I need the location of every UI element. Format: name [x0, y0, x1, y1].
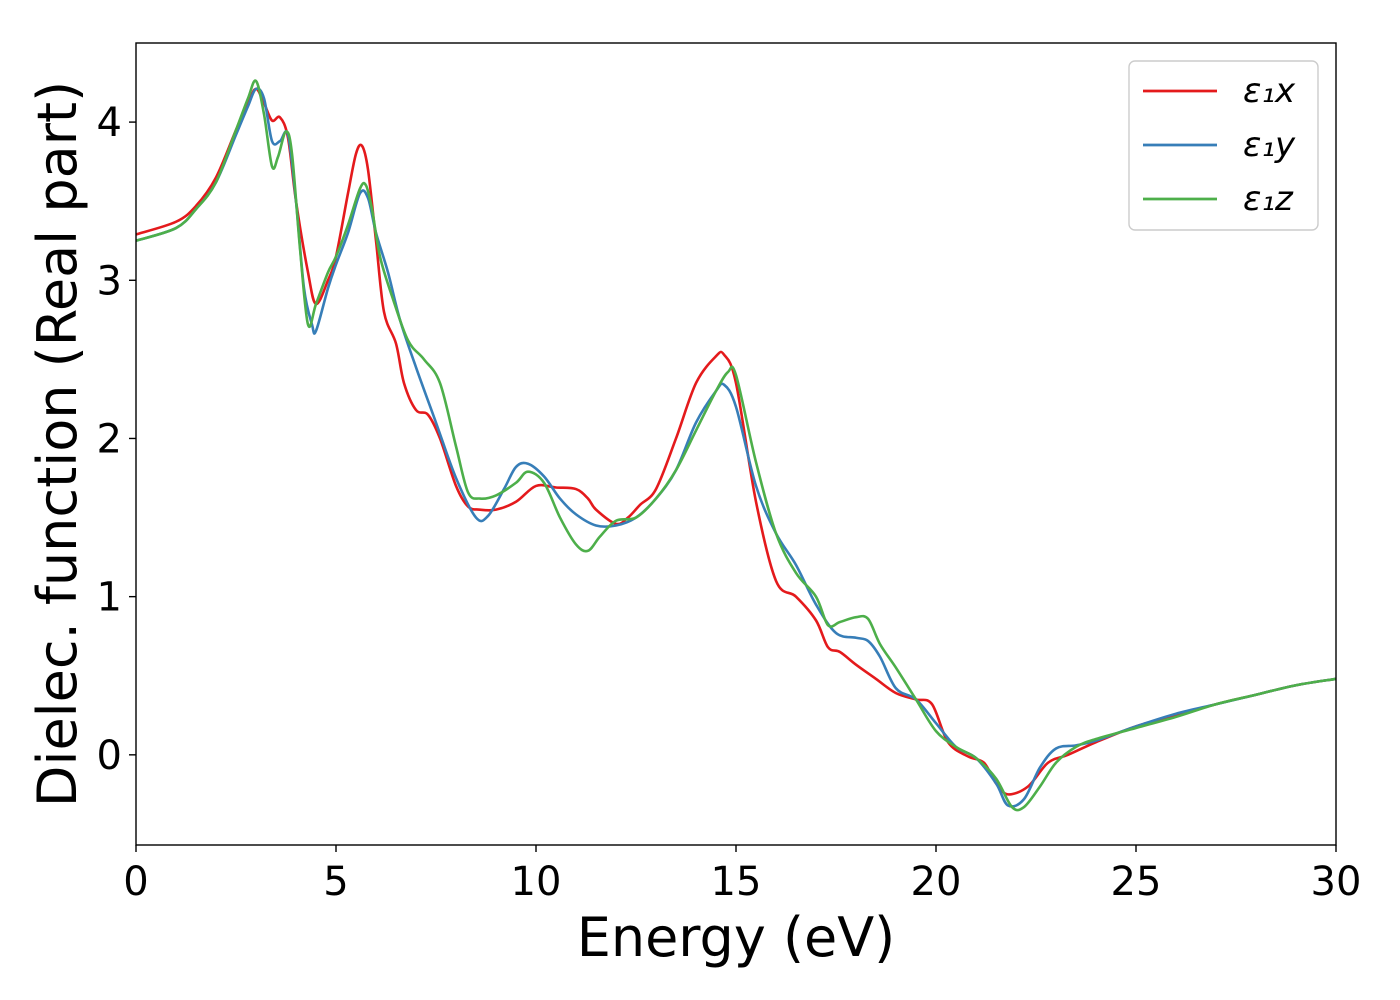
x-tick-label: 10 — [511, 859, 562, 905]
legend-label-2: ε₁y — [1243, 125, 1296, 165]
y-tick-label: 3 — [97, 258, 122, 304]
y-tick-label: 1 — [97, 575, 122, 621]
legend-box — [1128, 60, 1319, 231]
series-line-1 — [135, 87, 1337, 796]
x-tick-label: 15 — [711, 859, 762, 905]
legend-label-3: ε₁z — [1243, 179, 1294, 219]
legend: ε₁x ε₁y ε₁z — [1128, 60, 1319, 231]
series-line-3 — [135, 79, 1337, 812]
y-tick-label: 2 — [97, 416, 122, 462]
x-tick-label: 30 — [1311, 859, 1362, 905]
x-tick-label: 5 — [323, 859, 348, 905]
legend-label-1: ε₁x — [1243, 71, 1296, 111]
y-axis-title: Dielec. function (Real part) — [26, 81, 89, 807]
x-tick-label: 0 — [123, 859, 148, 905]
x-axis: 0 5 10 15 20 25 30 — [123, 845, 1361, 905]
x-axis-title: Energy (eV) — [577, 906, 896, 969]
x-tick-label: 25 — [1111, 859, 1162, 905]
y-axis: 0 1 2 3 4 — [97, 100, 136, 779]
y-tick-label: 0 — [97, 733, 122, 779]
series-layer — [135, 79, 1337, 812]
y-tick-label: 4 — [97, 100, 122, 146]
x-tick-label: 20 — [911, 859, 962, 905]
